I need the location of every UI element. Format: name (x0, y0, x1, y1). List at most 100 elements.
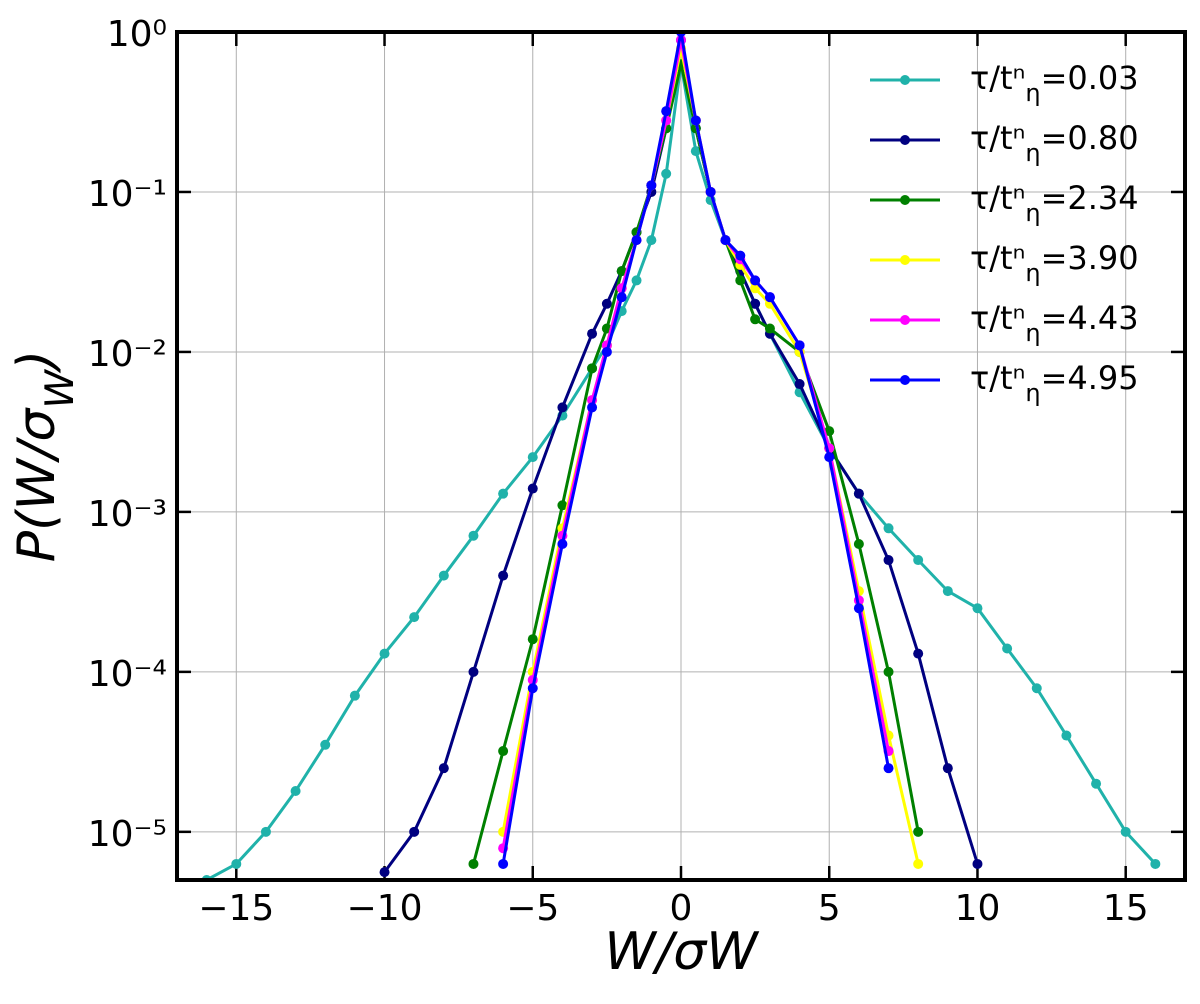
marker (587, 328, 598, 339)
marker (750, 283, 761, 294)
x-tick-label: 10 (955, 888, 1001, 929)
legend-label: τ/tⁿη=0.80 (970, 119, 1139, 167)
marker (527, 452, 538, 463)
marker (794, 379, 805, 390)
marker (764, 292, 775, 303)
marker (409, 826, 420, 837)
plot-frame (175, 30, 1187, 882)
marker (913, 555, 924, 566)
x-tick-label: −10 (347, 888, 423, 929)
marker (824, 452, 835, 463)
y-tick-label: 10⁻⁵ (88, 814, 167, 855)
marker (438, 763, 449, 774)
legend-marker (900, 195, 910, 205)
x-tick-label: −5 (506, 888, 559, 929)
marker (601, 346, 612, 357)
x-tick-label: 0 (670, 888, 693, 929)
marker (720, 235, 731, 246)
marker (646, 180, 657, 191)
marker (913, 826, 924, 837)
marker (498, 570, 509, 581)
marker (690, 146, 701, 157)
legend-label: τ/tⁿη=0.03 (970, 59, 1139, 107)
marker (587, 402, 598, 413)
marker (972, 858, 983, 869)
y-axis-label: P(W/σW) (7, 350, 83, 562)
marker (349, 690, 360, 701)
legend-marker (900, 375, 910, 385)
marker (794, 340, 805, 351)
legend-marker (900, 315, 910, 325)
marker (690, 115, 701, 126)
marker (661, 168, 672, 179)
marker (1120, 826, 1131, 837)
marker (468, 666, 479, 677)
marker (231, 858, 242, 869)
marker (260, 826, 271, 837)
marker (601, 298, 612, 309)
marker (498, 488, 509, 499)
y-tick-label: 10⁻³ (88, 494, 167, 535)
marker (468, 858, 479, 869)
x-tick-label: −15 (198, 888, 274, 929)
marker (290, 786, 301, 797)
legend-label: τ/tⁿη=4.95 (970, 359, 1139, 407)
legend-label: τ/tⁿη=3.90 (970, 239, 1139, 287)
marker (750, 314, 761, 325)
series-line (501, 48, 920, 865)
y-tick-label: 10⁻² (88, 334, 167, 375)
y-tick-label: 10⁰ (107, 14, 167, 55)
marker (661, 106, 672, 117)
y-tick-label: 10⁻¹ (88, 174, 167, 215)
x-tick-label: 15 (1103, 888, 1149, 929)
marker (853, 488, 864, 499)
legend-label: τ/tⁿη=2.34 (970, 179, 1139, 227)
marker (735, 250, 746, 261)
marker (764, 323, 775, 334)
marker (1091, 778, 1102, 789)
marker (705, 186, 716, 197)
marker (750, 275, 761, 286)
marker (527, 683, 538, 694)
marker (379, 867, 390, 878)
marker (883, 763, 894, 774)
marker (1061, 730, 1072, 741)
marker (616, 266, 627, 277)
marker (942, 586, 953, 597)
marker (320, 739, 331, 750)
marker (824, 426, 835, 437)
marker (750, 298, 761, 309)
marker (438, 570, 449, 581)
marker (527, 483, 538, 494)
x-tick-label: 5 (818, 888, 841, 929)
marker (587, 363, 598, 374)
marker (379, 648, 390, 659)
marker (646, 235, 657, 246)
marker (942, 763, 953, 774)
marker (498, 746, 509, 757)
marker (883, 523, 894, 534)
marker (1002, 643, 1013, 654)
marker (631, 275, 642, 286)
marker (468, 530, 479, 541)
marker (883, 666, 894, 677)
marker (557, 500, 568, 511)
marker (913, 648, 924, 659)
marker (972, 603, 983, 614)
marker (735, 275, 746, 286)
marker (1150, 858, 1161, 869)
legend-marker (900, 255, 910, 265)
marker (631, 235, 642, 246)
marker (557, 402, 568, 413)
marker (883, 555, 894, 566)
marker (498, 858, 509, 869)
marker (409, 612, 420, 623)
marker (913, 858, 924, 869)
y-tick-label: 10⁻⁴ (88, 654, 167, 695)
marker (853, 539, 864, 550)
marker (1031, 683, 1042, 694)
marker (853, 603, 864, 614)
marker (527, 634, 538, 645)
series-line (501, 32, 890, 865)
